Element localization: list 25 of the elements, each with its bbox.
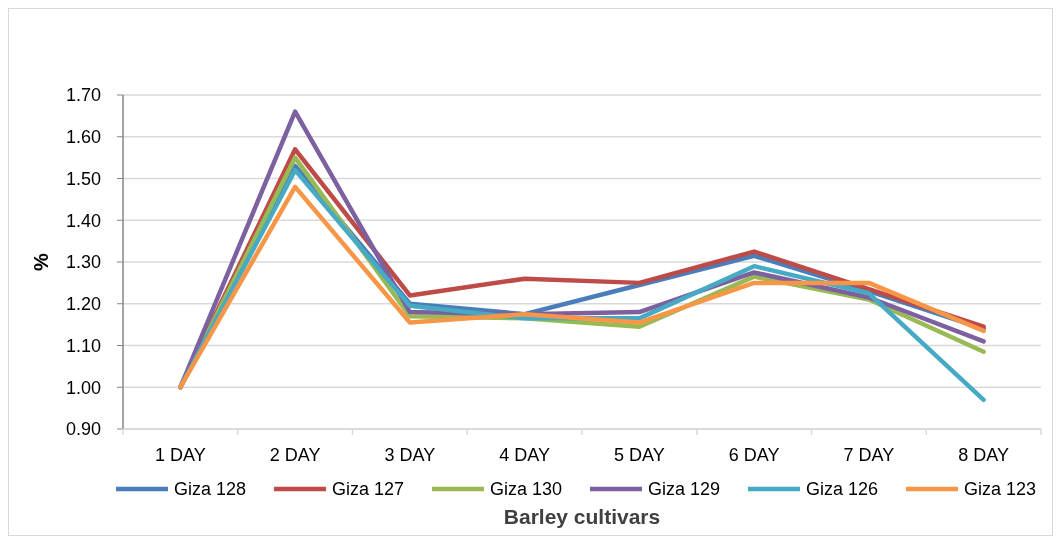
y-tick-label: 1.50 — [65, 168, 101, 189]
x-axis-title: Barley cultivars — [503, 505, 661, 528]
legend-label: Giza 123 — [964, 479, 1037, 500]
y-tick-label: 1.10 — [65, 335, 101, 356]
x-tick-label: 5 DAY — [614, 445, 665, 465]
y-axis-title: % — [30, 252, 52, 271]
x-tick-label: 1 DAY — [155, 445, 206, 465]
legend-label: Giza 129 — [648, 479, 721, 500]
x-tick-label: 8 DAY — [958, 445, 1009, 465]
legend-label: Giza 127 — [332, 479, 405, 500]
legend-label: Giza 126 — [806, 479, 879, 500]
y-tick-label: 1.20 — [65, 294, 101, 315]
y-tick-label: 0.90 — [65, 419, 101, 440]
y-tick-label: 1.30 — [65, 252, 101, 273]
y-tick-label: 1.70 — [65, 85, 101, 106]
x-tick-label: 3 DAY — [384, 445, 436, 465]
legend-label: Giza 130 — [490, 479, 563, 500]
legend-label: Giza 128 — [174, 479, 247, 500]
y-tick-label: 1.40 — [65, 210, 101, 231]
y-tick-label: 1.00 — [65, 377, 101, 398]
x-tick-label: 6 DAY — [728, 445, 780, 465]
x-tick-label: 2 DAY — [269, 445, 321, 465]
x-tick-label: 4 DAY — [499, 445, 550, 465]
y-tick-label: 1.60 — [65, 127, 101, 148]
x-tick-label: 7 DAY — [843, 445, 895, 465]
